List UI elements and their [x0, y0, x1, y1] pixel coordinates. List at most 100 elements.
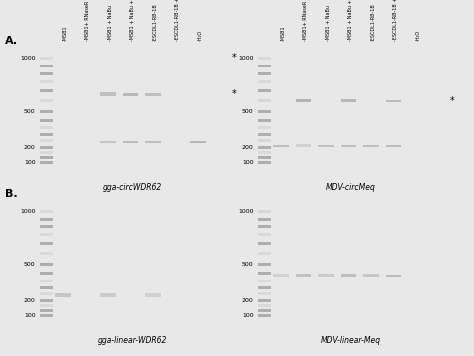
Text: -MSB1 + NaBu: -MSB1 + NaBu: [326, 5, 331, 41]
Bar: [258, 151, 271, 154]
Bar: [258, 146, 271, 148]
Text: 1000: 1000: [20, 56, 36, 61]
Bar: [123, 93, 138, 96]
Text: 200: 200: [24, 145, 36, 150]
Bar: [40, 110, 53, 112]
Bar: [296, 99, 311, 102]
Bar: [258, 126, 271, 129]
Text: 500: 500: [24, 109, 36, 114]
Bar: [258, 72, 271, 75]
Text: 1000: 1000: [20, 209, 36, 214]
Bar: [40, 299, 53, 302]
Text: 100: 100: [242, 313, 254, 318]
Bar: [258, 225, 271, 228]
Text: 500: 500: [242, 109, 254, 114]
Bar: [258, 89, 271, 92]
Bar: [258, 110, 271, 112]
Bar: [40, 139, 53, 142]
Bar: [386, 145, 401, 147]
Bar: [273, 274, 289, 277]
Text: A.: A.: [5, 36, 18, 46]
Bar: [258, 119, 271, 121]
Bar: [258, 299, 271, 302]
Bar: [273, 145, 289, 147]
Bar: [258, 272, 271, 274]
Bar: [40, 89, 53, 92]
Text: MDV-circMeq: MDV-circMeq: [326, 183, 376, 192]
Text: gga-circWDR62: gga-circWDR62: [103, 183, 162, 192]
Bar: [258, 156, 271, 159]
Bar: [386, 274, 401, 277]
Bar: [258, 161, 271, 164]
Bar: [40, 263, 53, 266]
Bar: [296, 144, 311, 147]
Bar: [258, 57, 271, 60]
Text: -H₂O: -H₂O: [416, 30, 421, 41]
Bar: [123, 141, 138, 143]
Text: 500: 500: [242, 262, 254, 267]
Text: -MSB1: -MSB1: [63, 25, 68, 41]
Bar: [258, 292, 271, 295]
Text: 200: 200: [24, 298, 36, 303]
Bar: [258, 139, 271, 142]
Text: MDV-linear-Meq: MDV-linear-Meq: [321, 336, 381, 345]
Bar: [40, 210, 53, 213]
Bar: [258, 252, 271, 255]
Bar: [145, 293, 161, 297]
Bar: [40, 72, 53, 75]
Bar: [258, 242, 271, 245]
Bar: [258, 99, 271, 102]
Bar: [363, 145, 379, 147]
Bar: [40, 218, 53, 220]
Bar: [100, 93, 116, 96]
Text: 200: 200: [242, 298, 254, 303]
Bar: [40, 314, 53, 317]
Bar: [40, 133, 53, 136]
Text: 1000: 1000: [238, 209, 254, 214]
Bar: [40, 119, 53, 121]
Text: 500: 500: [24, 262, 36, 267]
Bar: [341, 145, 356, 147]
Bar: [40, 151, 53, 154]
Text: -ESCDL1-RB-1B + RNase R: -ESCDL1-RB-1B + RNase R: [175, 0, 181, 41]
Bar: [258, 133, 271, 136]
Text: 100: 100: [242, 160, 254, 165]
Bar: [386, 100, 401, 102]
Bar: [318, 274, 334, 277]
Bar: [258, 304, 271, 307]
Bar: [40, 242, 53, 245]
Text: -MSB1+ RNaseR: -MSB1+ RNaseR: [303, 0, 309, 41]
Bar: [258, 314, 271, 317]
Bar: [258, 65, 271, 67]
Bar: [145, 93, 161, 96]
Text: -ESCDL1-RB-1B + RNase R: -ESCDL1-RB-1B + RNase R: [393, 0, 399, 41]
Bar: [258, 210, 271, 213]
Text: *: *: [231, 89, 236, 99]
Bar: [40, 65, 53, 67]
Bar: [40, 279, 53, 282]
Bar: [190, 141, 206, 143]
Bar: [258, 286, 271, 289]
Bar: [100, 141, 116, 143]
Text: -MSB1 + NaBu: -MSB1 + NaBu: [108, 5, 113, 41]
Bar: [55, 293, 71, 297]
Bar: [40, 80, 53, 83]
Bar: [258, 279, 271, 282]
Text: 100: 100: [24, 313, 36, 318]
Bar: [258, 233, 271, 236]
Bar: [40, 292, 53, 295]
Bar: [40, 272, 53, 274]
Text: -ESCDL1-RB-1B: -ESCDL1-RB-1B: [153, 3, 158, 41]
Bar: [363, 274, 379, 277]
Text: *: *: [231, 53, 236, 63]
Bar: [40, 99, 53, 102]
Bar: [40, 146, 53, 148]
Bar: [100, 293, 116, 297]
Bar: [258, 263, 271, 266]
Bar: [40, 233, 53, 236]
Bar: [40, 252, 53, 255]
Text: 200: 200: [242, 145, 254, 150]
Text: -ESCDL1-RB-1B: -ESCDL1-RB-1B: [371, 3, 376, 41]
Bar: [341, 99, 356, 102]
Text: -MSB1 + NaBu + RNase R: -MSB1 + NaBu + RNase R: [348, 0, 354, 41]
